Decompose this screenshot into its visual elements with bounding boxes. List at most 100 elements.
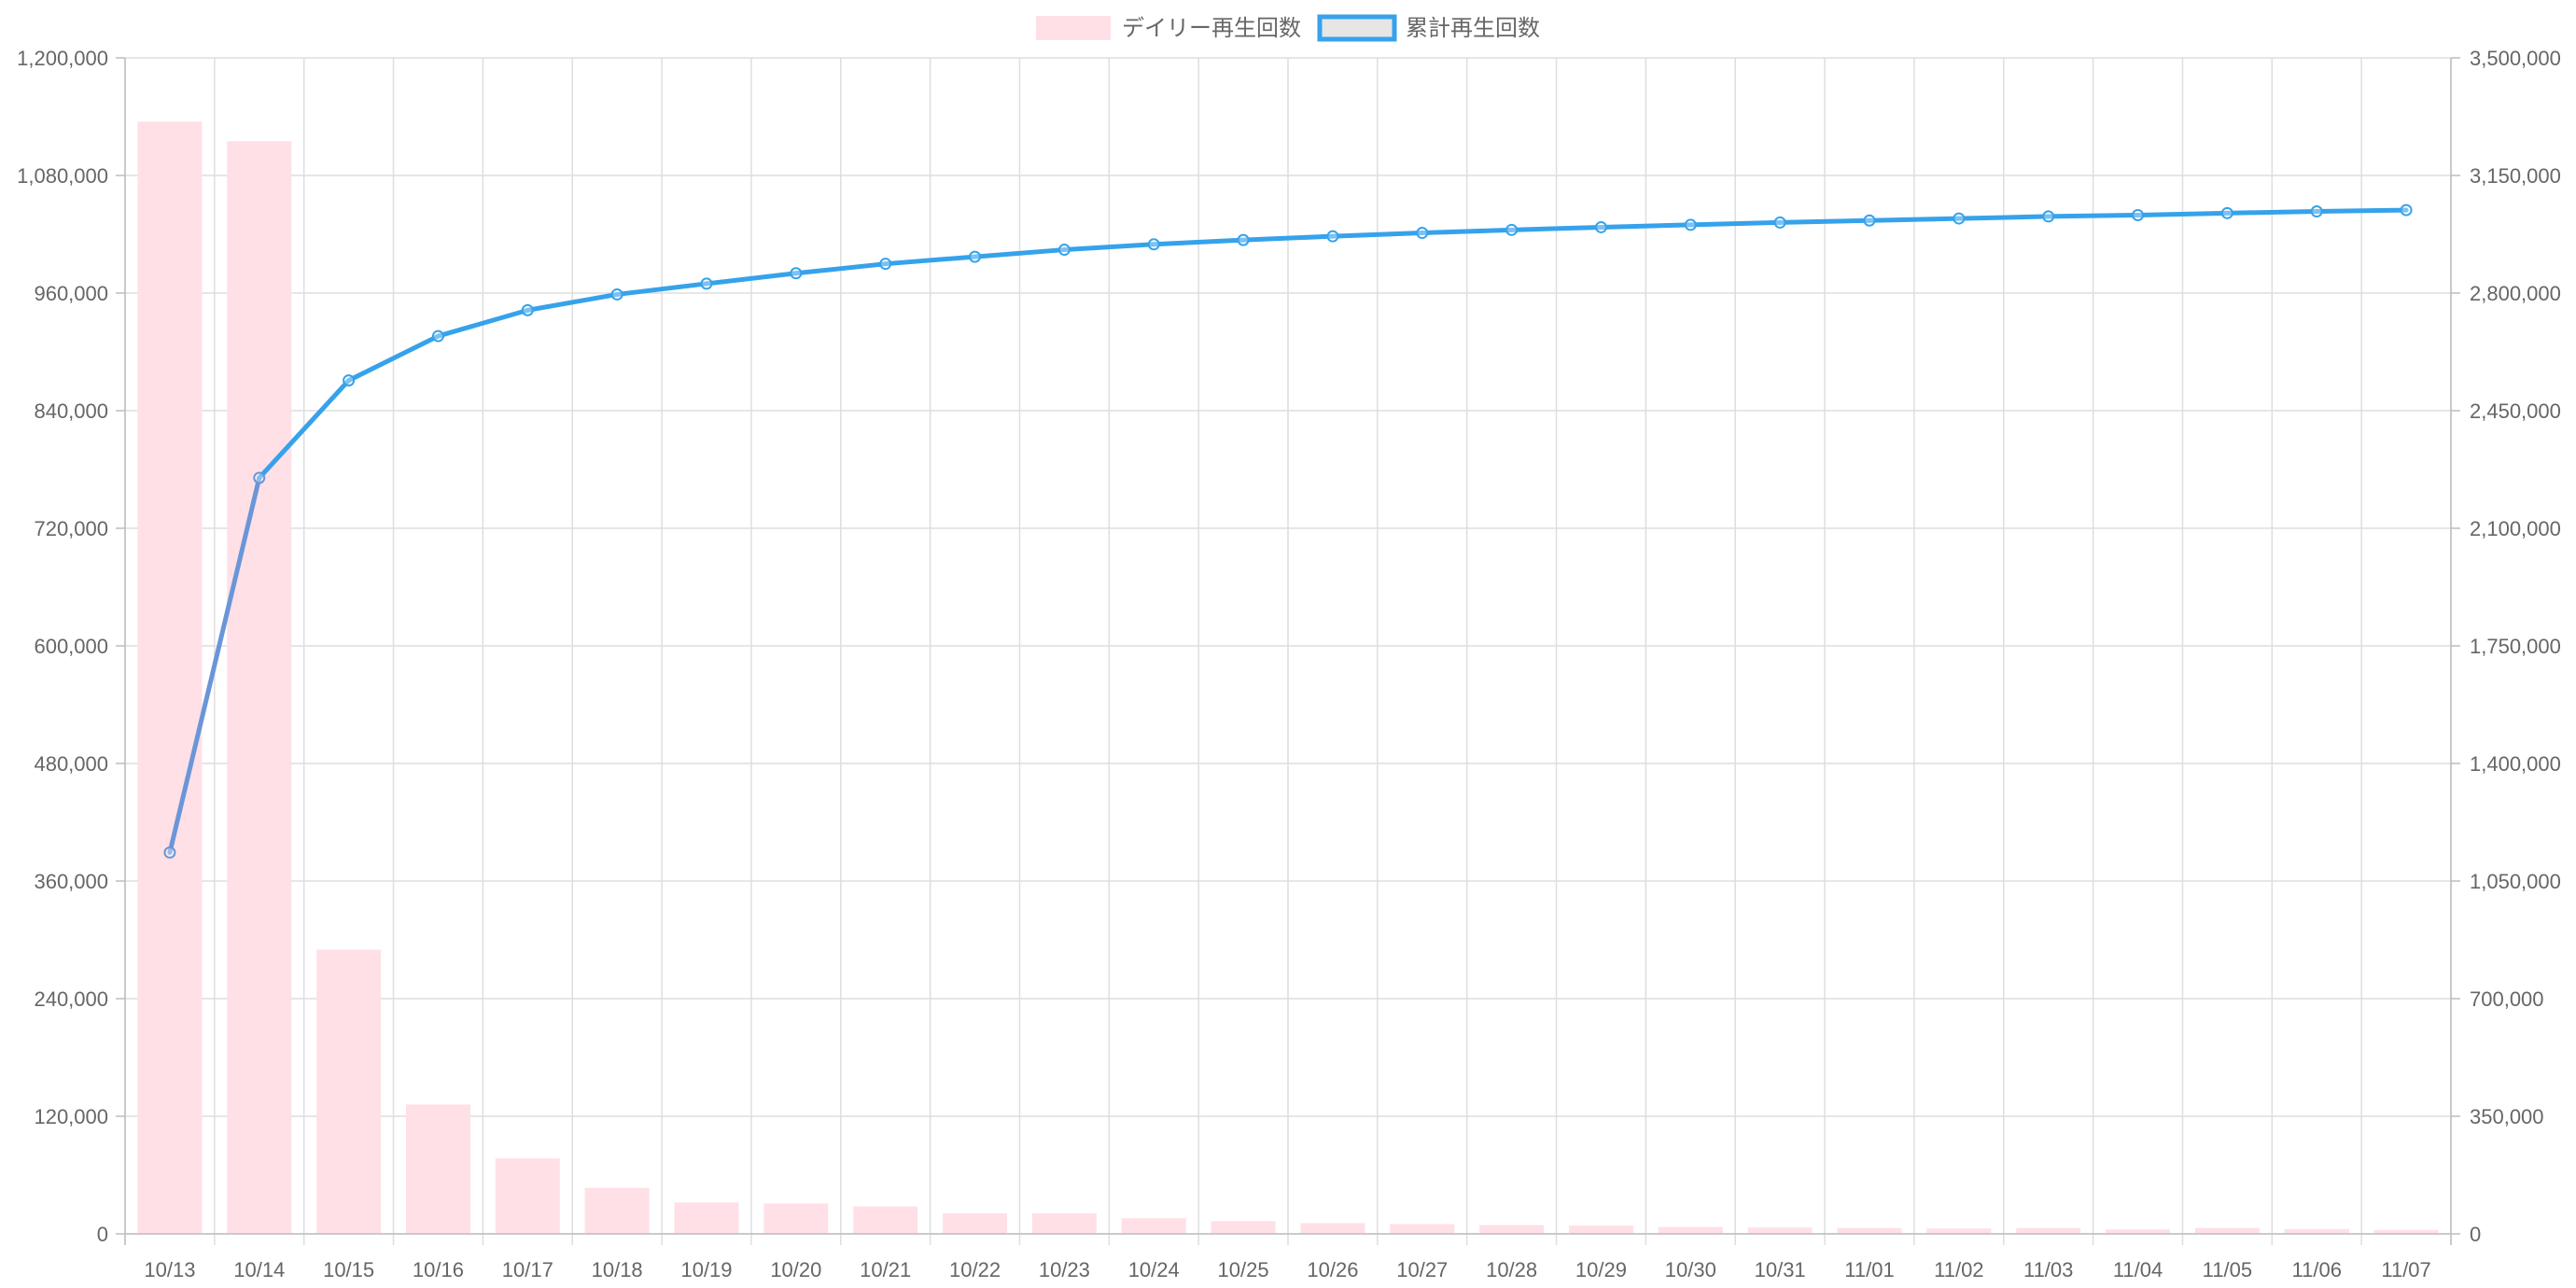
- legend-swatch-daily: [1036, 16, 1111, 40]
- bar-daily-11-04[interactable]: [2106, 1229, 2171, 1234]
- point-cumulative-10-24[interactable]: [1147, 238, 1160, 251]
- axes-layer: 0 120,000 240,000 360,000 480,000 600,000 720,…: [17, 47, 2561, 1281]
- bar-daily-10-21[interactable]: [853, 1206, 918, 1234]
- bar-daily-10-22[interactable]: [943, 1212, 1008, 1234]
- bar-daily-10-30[interactable]: [1658, 1226, 1723, 1234]
- bar-daily-11-01[interactable]: [1837, 1227, 1902, 1234]
- bar-daily-11-05[interactable]: [2194, 1227, 2260, 1234]
- y-right-tick-label: 1,750,000: [2470, 635, 2561, 658]
- x-tick-label: 10/21: [860, 1258, 911, 1281]
- point-cumulative-10-21[interactable]: [879, 258, 892, 271]
- point-cumulative-10-31[interactable]: [1773, 216, 1786, 229]
- line-segment-cumulative: [1956, 214, 2051, 221]
- x-tick-label: 11/02: [1934, 1258, 1983, 1281]
- bar-daily-10-18[interactable]: [584, 1187, 650, 1234]
- point-cumulative-10-30[interactable]: [1684, 218, 1697, 231]
- line-segment-cumulative: [883, 254, 978, 267]
- legend-item-cumulative[interactable]: 累計再生回数: [1317, 14, 1540, 42]
- line-segment-cumulative: [1509, 224, 1603, 232]
- bar-daily-11-06[interactable]: [2284, 1228, 2349, 1234]
- bar-daily-10-28[interactable]: [1479, 1225, 1545, 1234]
- point-cumulative-10-13[interactable]: [163, 846, 176, 859]
- x-tick-label: 11/05: [2203, 1258, 2252, 1281]
- line-segment-cumulative: [1420, 227, 1515, 236]
- line-segment-cumulative: [2135, 210, 2230, 217]
- bar-daily-10-20[interactable]: [763, 1203, 829, 1234]
- bar-daily-11-07[interactable]: [2373, 1229, 2439, 1234]
- line-segment-cumulative: [525, 291, 620, 313]
- line-segment-cumulative: [1330, 231, 1425, 239]
- point-cumulative-11-04[interactable]: [2132, 208, 2145, 221]
- y-right-tick-label: 0: [2470, 1223, 2481, 1246]
- line-segment-cumulative: [1867, 216, 1962, 223]
- bar-daily-10-26[interactable]: [1300, 1223, 1365, 1234]
- point-cumulative-10-14[interactable]: [253, 471, 266, 484]
- x-tick-label: 10/30: [1665, 1258, 1716, 1281]
- point-cumulative-10-27[interactable]: [1416, 227, 1429, 240]
- x-tick-label: 10/14: [233, 1258, 285, 1281]
- point-cumulative-11-01[interactable]: [1863, 214, 1876, 227]
- y-left-tick-label: 960,000: [34, 282, 108, 305]
- legend[interactable]: デイリー再生回数 累計再生回数: [1036, 14, 1540, 42]
- x-tick-label: 10/20: [770, 1258, 821, 1281]
- y-left-tick-label: 840,000: [34, 399, 108, 423]
- point-cumulative-10-18[interactable]: [610, 287, 623, 301]
- x-tick-label: 10/16: [413, 1258, 464, 1281]
- y-left-tick-label: 1,200,000: [17, 47, 108, 70]
- point-cumulative-11-06[interactable]: [2310, 205, 2323, 218]
- y-left-tick-label: 360,000: [34, 870, 108, 893]
- y-right-tick-label: 3,150,000: [2470, 164, 2561, 188]
- bar-daily-10-17[interactable]: [495, 1158, 560, 1234]
- x-tick-label: 11/07: [2381, 1258, 2430, 1281]
- point-cumulative-10-17[interactable]: [521, 303, 534, 316]
- y-left-tick-label: 0: [97, 1223, 108, 1246]
- y-right-tick-label: 700,000: [2470, 987, 2544, 1011]
- y-right-tick-label: 1,050,000: [2470, 870, 2561, 893]
- legend-item-daily[interactable]: デイリー再生回数: [1036, 16, 1301, 41]
- point-cumulative-10-20[interactable]: [790, 267, 803, 280]
- point-cumulative-10-16[interactable]: [431, 329, 444, 343]
- bar-daily-10-31[interactable]: [1747, 1227, 1813, 1234]
- point-cumulative-10-23[interactable]: [1057, 244, 1071, 257]
- line-segment-cumulative: [435, 307, 530, 339]
- bar-daily-11-03[interactable]: [2016, 1227, 2081, 1234]
- y-left-tick-label: 240,000: [34, 987, 108, 1011]
- point-cumulative-10-28[interactable]: [1505, 223, 1519, 236]
- y-right-tick-label: 2,100,000: [2470, 517, 2561, 540]
- bar-daily-10-29[interactable]: [1568, 1225, 1633, 1234]
- y-right-tick-label: 2,450,000: [2470, 399, 2561, 423]
- bar-daily-10-15[interactable]: [316, 949, 382, 1235]
- x-tick-label: 10/25: [1218, 1258, 1269, 1281]
- bar-daily-10-19[interactable]: [674, 1202, 739, 1234]
- bar-daily-11-02[interactable]: [1926, 1228, 1992, 1234]
- bar-daily-10-25[interactable]: [1211, 1221, 1276, 1234]
- point-cumulative-10-26[interactable]: [1326, 230, 1339, 243]
- line-segment-cumulative: [1777, 217, 1872, 225]
- point-cumulative-11-07[interactable]: [2400, 203, 2413, 217]
- bar-daily-10-23[interactable]: [1031, 1212, 1097, 1234]
- point-cumulative-10-22[interactable]: [969, 250, 982, 263]
- x-tick-label: 10/27: [1396, 1258, 1448, 1281]
- point-cumulative-10-25[interactable]: [1237, 233, 1250, 246]
- point-cumulative-10-19[interactable]: [700, 277, 713, 290]
- line-segment-cumulative: [1061, 242, 1156, 253]
- bar-daily-10-24[interactable]: [1121, 1218, 1186, 1234]
- point-cumulative-10-15[interactable]: [343, 374, 356, 387]
- point-cumulative-10-29[interactable]: [1594, 220, 1607, 233]
- line-segment-cumulative: [346, 333, 441, 384]
- x-tick-label: 11/04: [2113, 1258, 2163, 1281]
- point-cumulative-11-05[interactable]: [2220, 206, 2233, 219]
- x-tick-label: 10/28: [1486, 1258, 1537, 1281]
- point-cumulative-11-03[interactable]: [2042, 210, 2055, 223]
- bar-daily-10-13[interactable]: [137, 121, 203, 1234]
- point-cumulative-11-02[interactable]: [1953, 212, 1966, 225]
- bar-daily-10-16[interactable]: [405, 1104, 470, 1234]
- line-layer: [163, 203, 2413, 859]
- bar-daily-10-27[interactable]: [1390, 1224, 1455, 1235]
- x-tick-label: 10/15: [323, 1258, 374, 1281]
- y-right-tick-label: 350,000: [2470, 1105, 2544, 1128]
- bar-daily-10-14[interactable]: [227, 141, 292, 1234]
- line-segment-cumulative: [2224, 209, 2319, 216]
- line-segment-cumulative: [1240, 233, 1336, 243]
